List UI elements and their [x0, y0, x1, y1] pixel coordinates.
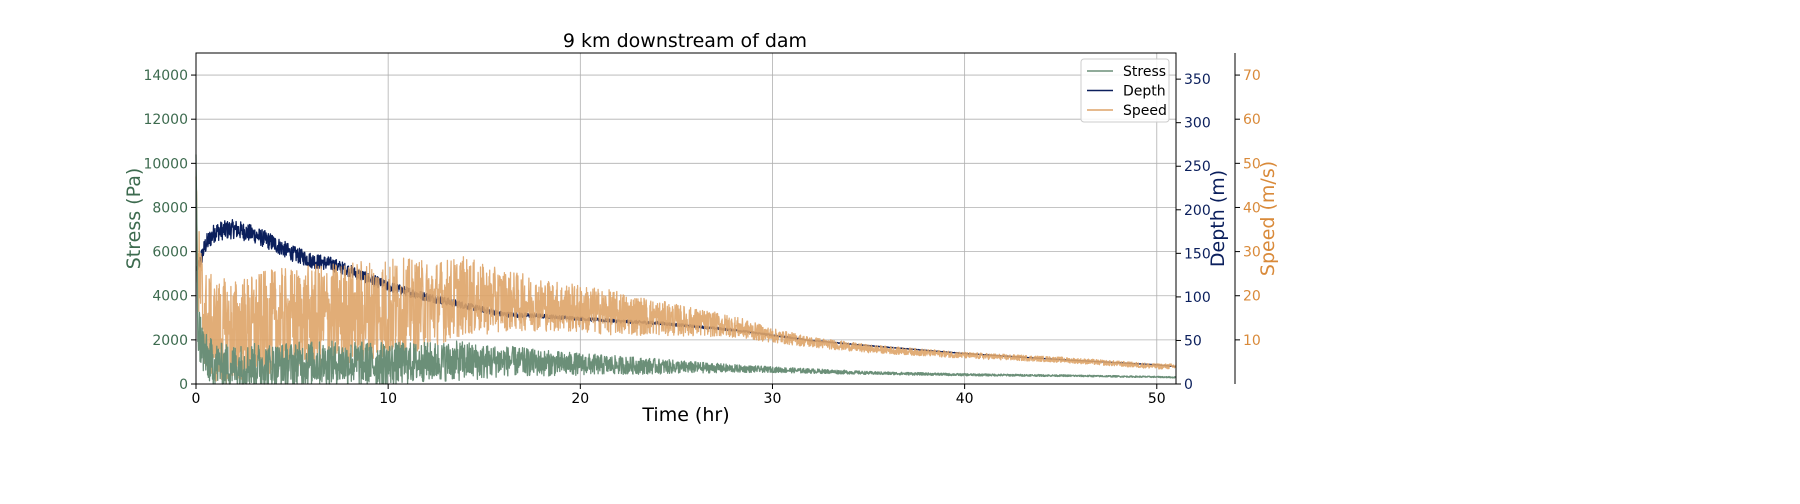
depth-tick-label: 150: [1184, 246, 1211, 262]
speed-tick-label: 30: [1243, 245, 1261, 261]
stress-tick-label: 12000: [143, 112, 188, 128]
depth-tick-label: 0: [1184, 377, 1193, 393]
stress-tick-label: 10000: [143, 156, 188, 172]
stress-tick-label: 0: [179, 377, 188, 393]
x-tick-label: 0: [192, 391, 201, 407]
depth-tick-label: 350: [1184, 72, 1211, 88]
stress-tick-label: 8000: [152, 200, 188, 216]
stress-tick-label: 2000: [152, 333, 188, 349]
x-tick-label: 10: [379, 391, 397, 407]
depth-tick-label: 200: [1184, 203, 1211, 219]
plot-frame: [195, 52, 1177, 385]
x-tick-label: 20: [571, 391, 589, 407]
x-tick-label: 50: [1148, 391, 1166, 407]
depth-axis-label: Depth (m): [1207, 170, 1229, 267]
series-line-speed: [195, 176, 1177, 385]
depth-tick-label: 300: [1184, 116, 1211, 132]
speed-tick-label: 60: [1243, 112, 1261, 128]
x-tick-label: 40: [956, 391, 974, 407]
speed-axis-label: Speed (m/s): [1257, 161, 1279, 276]
speed-tick-label: 40: [1243, 200, 1261, 216]
legend-label-depth: Depth: [1123, 84, 1166, 100]
speed-tick-label: 70: [1243, 68, 1261, 84]
speed-tick-label: 50: [1243, 156, 1261, 172]
stress-axis-label: Stress (Pa): [123, 168, 145, 270]
legend-label-stress: Stress: [1123, 64, 1166, 80]
stress-tick-label: 4000: [152, 289, 188, 305]
x-tick-label: 30: [764, 391, 782, 407]
depth-tick-label: 50: [1184, 333, 1202, 349]
speed-tick-label: 10: [1243, 333, 1261, 349]
depth-tick-label: 100: [1184, 290, 1211, 306]
plot-area: [195, 154, 1177, 385]
depth-tick-label: 250: [1184, 159, 1211, 175]
chart-title: 9 km downstream of dam: [563, 30, 807, 52]
series-line-stress: [195, 154, 1177, 385]
axes: 0 10 20 30 40 5002000400060008000100001200014…: [123, 52, 1279, 407]
stress-tick-label: 14000: [143, 68, 188, 84]
legend-label-speed: Speed: [1123, 103, 1167, 119]
speed-tick-label: 20: [1243, 289, 1261, 305]
stress-tick-label: 6000: [152, 245, 188, 261]
x-axis-label: Time (hr): [641, 404, 729, 426]
legend: Stress Depth Speed: [1080, 58, 1170, 123]
legend-box: [1080, 58, 1170, 123]
